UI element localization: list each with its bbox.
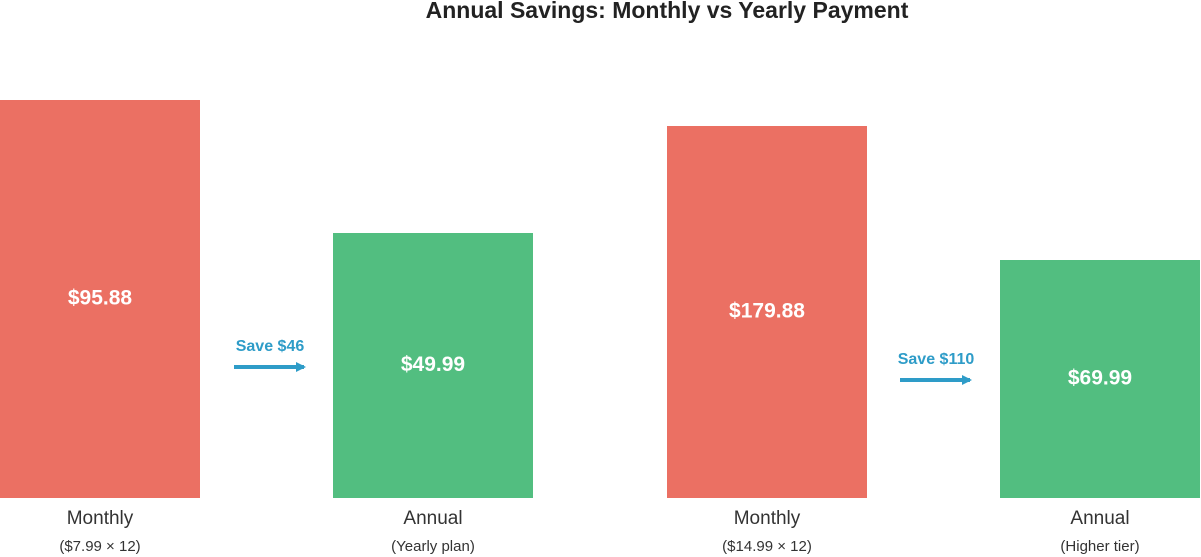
bar-sublabel: (Yearly plan) <box>391 538 475 555</box>
savings-label: Save $110 <box>898 351 975 368</box>
bar-sublabel: (Higher tier) <box>1060 538 1139 555</box>
bar-value: $49.99 <box>401 353 465 376</box>
bar <box>333 233 533 498</box>
bar-label: Monthly <box>734 508 801 529</box>
title: Annual Savings: Monthly vs Yearly Paymen… <box>426 0 909 23</box>
bar-label: Annual <box>1070 508 1129 529</box>
bar-label: Annual <box>403 508 462 529</box>
bar-sublabel: ($14.99 × 12) <box>722 538 812 555</box>
bar-sublabel: ($7.99 × 12) <box>59 538 140 555</box>
bar <box>667 126 867 498</box>
bar-label: Monthly <box>67 508 134 529</box>
bar-value: $95.88 <box>68 287 133 310</box>
savings-label: Save $46 <box>236 338 305 355</box>
bar <box>1000 260 1200 498</box>
bar <box>0 100 200 498</box>
bar-value: $69.99 <box>1068 367 1132 390</box>
bar-value: $179.88 <box>729 300 805 323</box>
